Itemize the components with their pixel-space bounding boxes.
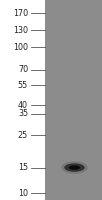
- Bar: [45, 0, 102, 200]
- Text: 130: 130: [13, 26, 28, 35]
- Text: 100: 100: [13, 43, 28, 52]
- Text: 55: 55: [18, 81, 28, 90]
- Text: 40: 40: [18, 101, 28, 110]
- Text: 25: 25: [18, 131, 28, 140]
- Text: 15: 15: [18, 163, 28, 172]
- Ellipse shape: [61, 161, 88, 174]
- Text: 70: 70: [18, 65, 28, 74]
- Text: 170: 170: [13, 9, 28, 18]
- Text: 35: 35: [18, 109, 28, 118]
- Text: 10: 10: [18, 189, 28, 198]
- Ellipse shape: [64, 163, 85, 172]
- Ellipse shape: [69, 165, 80, 170]
- Bar: [0, 0, 45, 200]
